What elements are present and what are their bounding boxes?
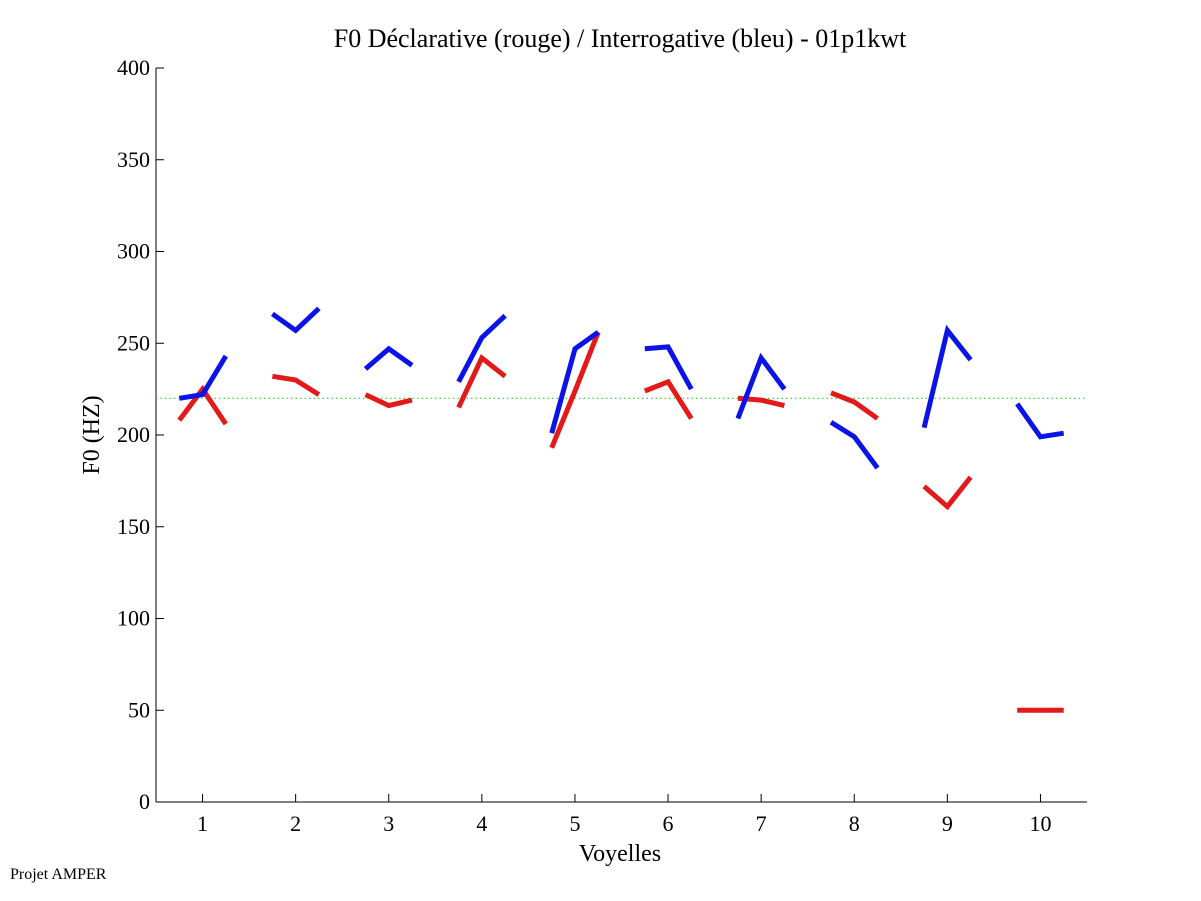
series-layer <box>177 306 1065 713</box>
y-tick-label: 300 <box>117 239 150 264</box>
x-tick-label: 5 <box>569 811 580 836</box>
x-tick-label: 6 <box>663 811 674 836</box>
interrogative-segment-vowel-6 <box>644 344 694 391</box>
x-tick-label: 2 <box>290 811 301 836</box>
x-tick-label: 7 <box>756 811 767 836</box>
y-tick-label: 50 <box>128 697 150 722</box>
declarative-segment-vowel-9 <box>922 475 973 511</box>
y-tick-label: 250 <box>117 330 150 355</box>
footer-note: Projet AMPER <box>10 866 107 883</box>
interrogative-segment-vowel-5 <box>549 330 600 434</box>
declarative-series <box>177 331 1064 713</box>
x-tick-label: 10 <box>1029 811 1051 836</box>
declarative-segment-vowel-4 <box>456 353 507 409</box>
declarative-segment-vowel-8 <box>830 390 879 421</box>
x-axis-label: Voyelles <box>579 841 661 867</box>
y-tick-label: 350 <box>117 147 150 172</box>
y-axis-label: F0 (HZ) <box>79 395 105 474</box>
declarative-segment-vowel-2 <box>272 373 321 397</box>
x-tick-label: 3 <box>383 811 394 836</box>
y-ticks: 0 50 100 150 200 250 300 350 400 <box>117 55 164 814</box>
interrogative-segment-vowel-10 <box>1015 402 1065 440</box>
y-tick-label: 150 <box>117 514 150 539</box>
declarative-segment-vowel-6 <box>643 378 694 420</box>
y-tick-label: 0 <box>139 789 150 814</box>
interrogative-segment-vowel-9 <box>921 324 973 429</box>
plot-area: 0 50 100 150 200 250 300 350 400 1 2 3 4 5 6 7 8 9 10 <box>117 55 1087 836</box>
y-tick-label: 100 <box>117 606 150 631</box>
x-tick-label: 1 <box>197 811 208 836</box>
interrogative-segment-vowel-1 <box>178 354 228 401</box>
y-tick-label: 200 <box>117 422 150 447</box>
interrogative-segment-vowel-8 <box>829 420 880 470</box>
x-tick-label: 9 <box>942 811 953 836</box>
interrogative-segment-vowel-2 <box>270 306 321 334</box>
x-ticks: 1 2 3 4 5 6 7 8 9 10 <box>197 794 1051 836</box>
declarative-segment-vowel-1 <box>177 384 228 426</box>
interrogative-segment-vowel-3 <box>363 345 414 371</box>
interrogative-segment-vowel-4 <box>456 313 507 383</box>
x-tick-label: 4 <box>476 811 487 836</box>
y-tick-label: 400 <box>117 55 150 80</box>
interrogative-series <box>178 306 1065 470</box>
chart-title: F0 Déclarative (rouge) / Interrogative (… <box>334 24 907 53</box>
x-tick-label: 8 <box>849 811 860 836</box>
declarative-segment-vowel-5 <box>549 331 601 449</box>
declarative-segment-vowel-3 <box>364 392 413 409</box>
interrogative-segment-vowel-7 <box>735 352 787 420</box>
